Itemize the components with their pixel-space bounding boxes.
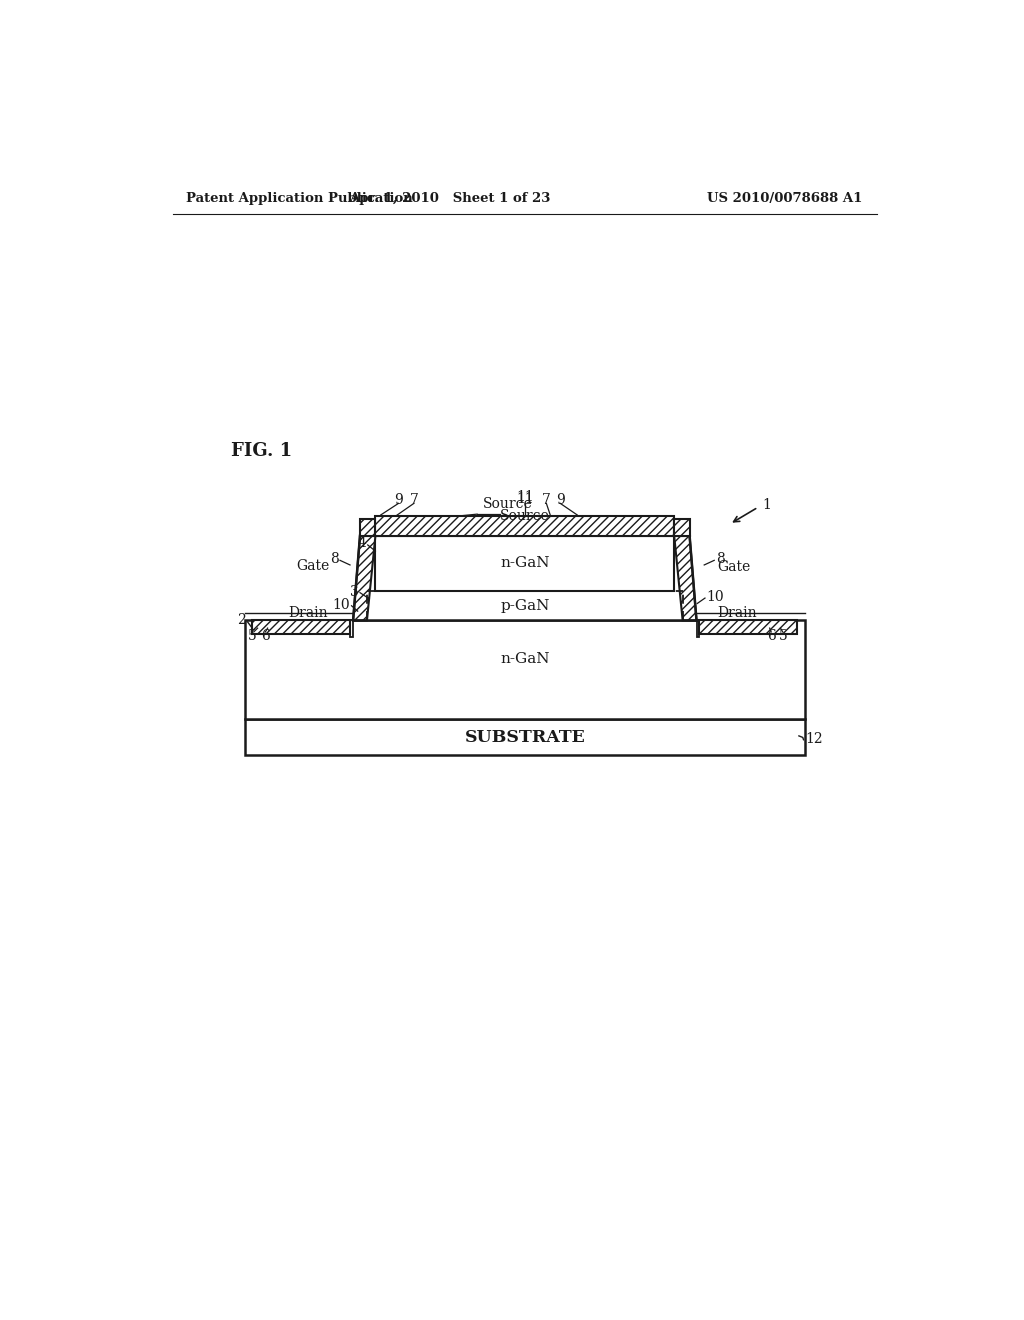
Text: 5: 5: [248, 628, 257, 643]
Text: 10: 10: [333, 598, 350, 612]
Text: Drain: Drain: [288, 606, 328, 619]
Text: 9: 9: [394, 492, 402, 507]
Bar: [674, 519, 689, 536]
Text: n-GaN: n-GaN: [500, 557, 550, 570]
Text: 7: 7: [410, 492, 419, 507]
Text: 7: 7: [542, 492, 551, 507]
Polygon shape: [674, 536, 696, 620]
Text: SUBSTRATE: SUBSTRATE: [465, 729, 585, 746]
Text: FIG. 1: FIG. 1: [230, 442, 292, 459]
Text: 2: 2: [238, 614, 246, 627]
Bar: [360, 519, 376, 536]
Text: Source: Source: [483, 498, 532, 511]
Text: 9: 9: [556, 492, 564, 507]
Text: Patent Application Publication: Patent Application Publication: [186, 191, 413, 205]
Text: 1: 1: [762, 498, 771, 512]
Text: Drain: Drain: [718, 606, 757, 619]
Polygon shape: [353, 536, 376, 620]
Text: 4: 4: [357, 536, 367, 550]
Text: 8: 8: [716, 552, 725, 566]
Text: 3: 3: [350, 585, 358, 599]
Text: 6: 6: [767, 628, 775, 643]
Bar: [376, 516, 674, 536]
Text: 6: 6: [261, 628, 269, 643]
Bar: [245, 620, 805, 719]
Text: 12: 12: [805, 733, 822, 746]
Text: 5: 5: [779, 628, 787, 643]
Text: Source: Source: [500, 508, 550, 523]
Text: US 2010/0078688 A1: US 2010/0078688 A1: [708, 191, 863, 205]
Bar: [698, 620, 798, 635]
Text: Gate: Gate: [717, 560, 751, 574]
Bar: [367, 591, 683, 620]
Text: 11: 11: [516, 492, 534, 506]
Text: 8: 8: [330, 552, 339, 566]
Text: 11: 11: [516, 490, 534, 504]
Bar: [696, 620, 698, 638]
Text: 10: 10: [707, 590, 724, 605]
Bar: [245, 719, 805, 755]
Bar: [252, 620, 350, 635]
Bar: [350, 620, 353, 638]
Bar: [376, 536, 674, 591]
Text: Apr. 1, 2010   Sheet 1 of 23: Apr. 1, 2010 Sheet 1 of 23: [349, 191, 551, 205]
Text: Gate: Gate: [296, 560, 330, 573]
Text: n-GaN: n-GaN: [500, 652, 550, 665]
Text: p-GaN: p-GaN: [500, 599, 550, 612]
